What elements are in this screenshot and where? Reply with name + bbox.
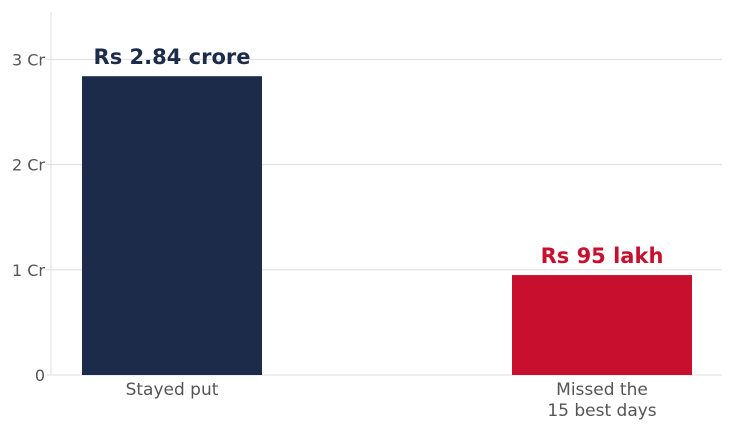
x-category-label: Missed the	[556, 380, 648, 400]
data-label: Rs 95 lakh	[541, 244, 664, 268]
labels: Rs 2.84 crore Stayed put Rs 95 lakh Missed …	[94, 45, 664, 421]
bar	[82, 76, 262, 375]
y-tick-label: 1 Cr	[12, 261, 45, 280]
data-label: Rs 2.84 crore	[94, 45, 251, 69]
y-tick-label: 3 Cr	[12, 50, 45, 69]
bar	[512, 275, 692, 375]
y-tick-label: 2 Cr	[12, 156, 45, 175]
y-tick-label: 0	[35, 366, 45, 385]
x-category-label: Stayed put	[126, 380, 219, 400]
x-category-label: 15 best days	[547, 401, 656, 421]
bars	[82, 76, 692, 375]
